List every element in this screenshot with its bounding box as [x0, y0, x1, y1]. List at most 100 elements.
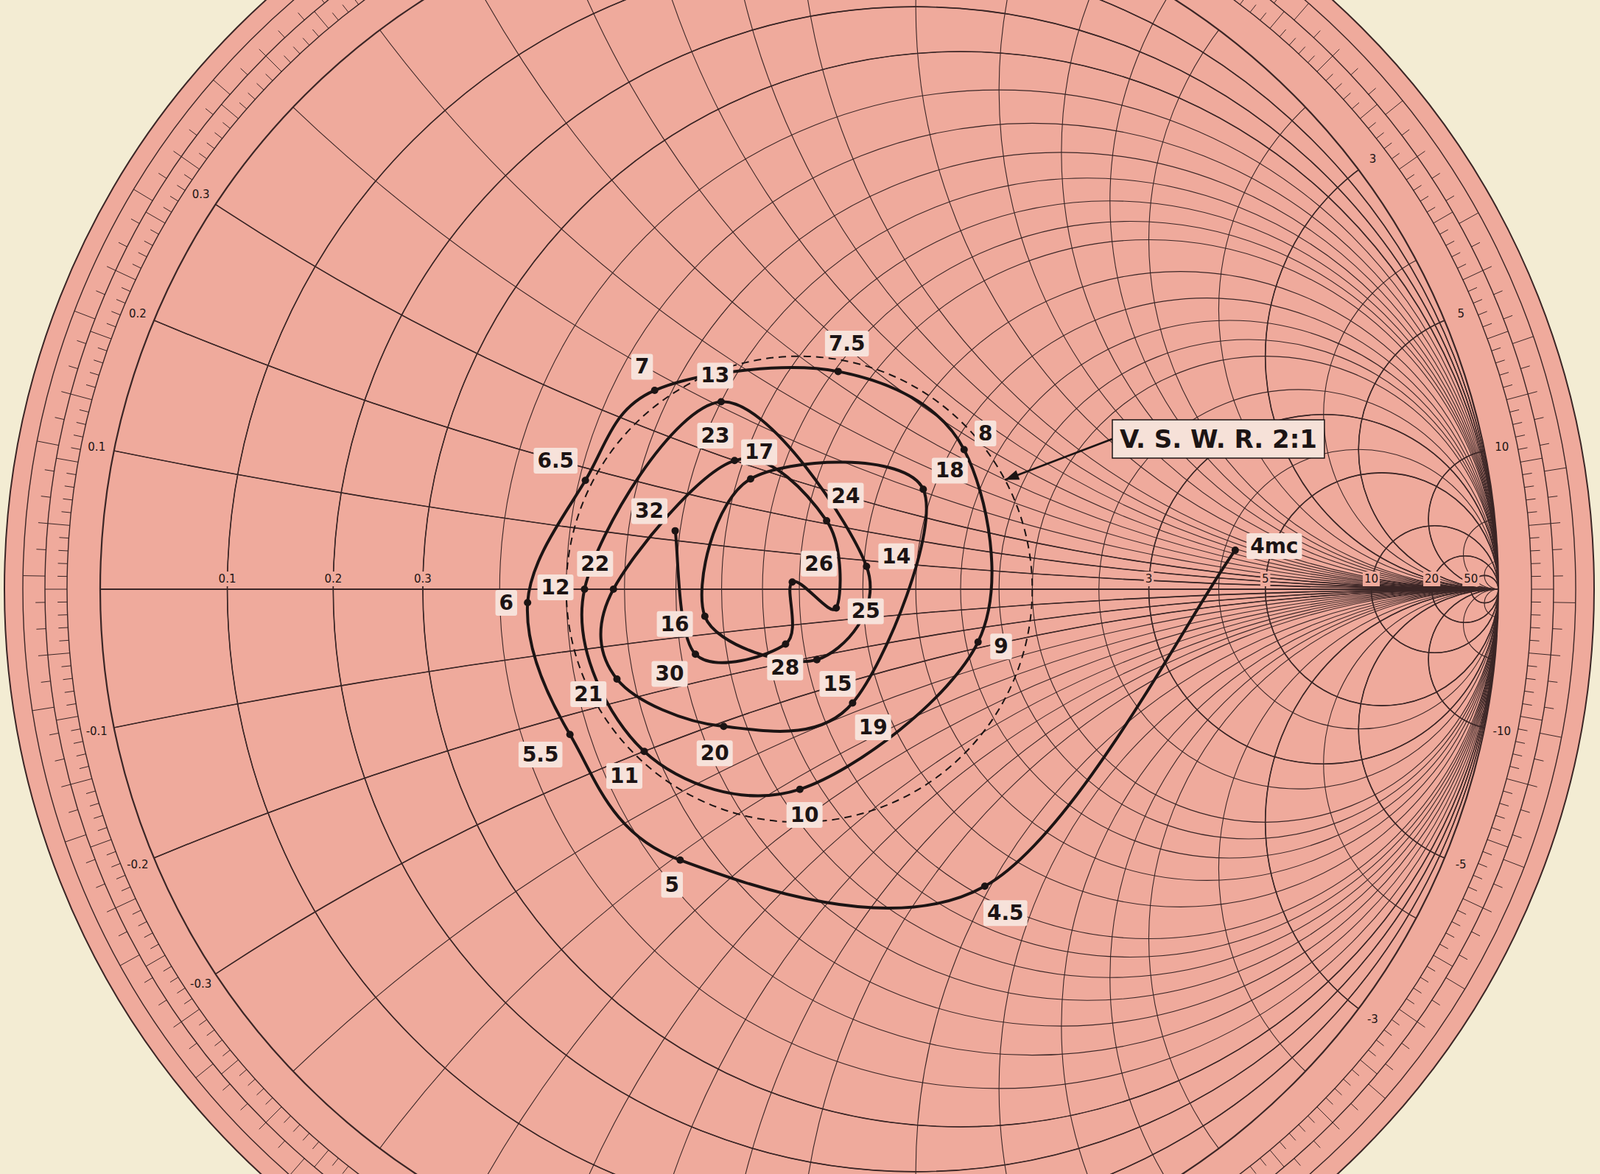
- scale-tick: [138, 921, 148, 926]
- scale-tick: [1520, 458, 1543, 462]
- scale-tick: [1325, 73, 1333, 81]
- scale-tick: [1459, 212, 1479, 224]
- scale-tick: [57, 601, 68, 603]
- frequency-point: [1231, 546, 1240, 554]
- scale-tick: [352, 0, 359, 5]
- scale-tick: [1503, 315, 1513, 319]
- scale-tick: [1398, 156, 1418, 170]
- scale-tick: [195, 1063, 213, 1078]
- frequency-point: [813, 656, 821, 664]
- scale-tick: [95, 883, 105, 888]
- reactance-tick-label: -5: [1455, 858, 1467, 872]
- scale-tick: [1351, 1069, 1360, 1077]
- grid: [0, 0, 1600, 1174]
- reactance-arc: [721, 0, 1600, 590]
- frequency-point: [580, 585, 588, 594]
- scale-tick: [1487, 839, 1508, 848]
- scale-tick: [1239, 0, 1246, 5]
- scale-tick: [73, 741, 84, 745]
- frequency-point: [834, 367, 842, 375]
- frequency-label: 7: [634, 354, 649, 379]
- scale-tick: [189, 1043, 197, 1049]
- scale-tick: [150, 944, 159, 949]
- annotation-text: V. S. W. R. 2:1: [1119, 424, 1318, 454]
- reactance-tick-label: -10: [1492, 724, 1511, 739]
- scale-tick: [1420, 977, 1429, 983]
- scale-tick: [1260, 12, 1267, 20]
- scale-tick: [66, 703, 76, 705]
- scale-tick: [170, 195, 179, 202]
- label-patch: [576, 551, 613, 577]
- scale-tick: [1384, 1029, 1392, 1036]
- scale-tick: [1343, 1079, 1352, 1086]
- scale-tick: [58, 627, 68, 630]
- scale-tick: [1413, 185, 1422, 191]
- scale-tick: [1506, 778, 1528, 785]
- scale-tick: [106, 323, 116, 328]
- reactance-arc: [1463, 589, 1534, 660]
- scale-tick: [1433, 212, 1453, 224]
- label-patch: [495, 590, 518, 616]
- scale-tick: [1539, 443, 1550, 445]
- scale-tick: [278, 30, 286, 39]
- scale-tick: [214, 1040, 222, 1047]
- reactance-arc: [100, 589, 1600, 1174]
- scale-tick: [1332, 1122, 1340, 1130]
- scale-tick: [1398, 1009, 1418, 1022]
- reactance-arc: [0, 0, 1600, 590]
- scale-tick: [86, 791, 96, 795]
- scale-tick: [1446, 240, 1455, 246]
- scale-tick: [1359, 1060, 1377, 1075]
- label-patch: [606, 763, 643, 789]
- frequency-label-group: 7: [631, 353, 653, 380]
- scale-tick: [1502, 791, 1512, 795]
- scale-tick: [314, 11, 329, 29]
- scale-tick: [1269, 11, 1284, 29]
- scale-tick: [1279, 29, 1287, 37]
- scale-tick: [257, 83, 265, 90]
- scale-tick: [106, 266, 116, 271]
- scale-tick: [298, 12, 305, 20]
- reactance-tick-label: 0.2: [128, 307, 147, 321]
- frequency-label-group: 17: [741, 439, 778, 465]
- scale-tick: [71, 729, 82, 731]
- scale-tick: [1273, 0, 1280, 3]
- scale-tick: [310, 0, 325, 3]
- scale-tick: [116, 875, 126, 879]
- scale-tick: [176, 987, 185, 994]
- scale-tick: [56, 716, 79, 721]
- frequency-point: [960, 446, 968, 454]
- reactance-tick-labels: -10-5-3-0.3-0.2-0.10.10.20.33510: [86, 152, 1511, 1027]
- frequency-point: [848, 699, 856, 707]
- frequency-label-group: 5.5: [518, 741, 563, 768]
- label-patch: [931, 457, 968, 484]
- reactance-arc: [998, 0, 1600, 590]
- frequency-label: 19: [858, 715, 888, 740]
- scale-tick: [1298, 1124, 1306, 1133]
- frequency-label-group: 6: [495, 590, 518, 616]
- scale-tick: [1482, 908, 1492, 912]
- resistance-tick-label-group: 0.1: [217, 571, 238, 587]
- label-patch: [696, 422, 733, 449]
- scale-tick: [184, 174, 193, 180]
- frequency-point: [822, 517, 831, 525]
- frequency-point: [832, 604, 840, 613]
- resistance-tick-labels: 0.10.20.335102050: [217, 571, 1480, 587]
- label-patch: [766, 654, 803, 681]
- scale-tick: [1503, 859, 1525, 868]
- frequency-label: 15: [823, 671, 853, 697]
- scale-tick: [206, 142, 215, 149]
- scale-tick: [1530, 537, 1540, 539]
- scale-tick: [1368, 1084, 1386, 1100]
- frequency-point: [796, 786, 804, 794]
- scale-tick: [1495, 815, 1505, 819]
- scale-tick: [1553, 601, 1576, 604]
- scale-tick: [36, 548, 46, 551]
- scale-tick: [1531, 601, 1542, 603]
- scale-tick: [1343, 92, 1352, 100]
- frequency-label-group: 25: [847, 598, 884, 624]
- frequency-point: [640, 747, 649, 756]
- frequency-point: [717, 398, 725, 406]
- scale-tick: [1433, 955, 1453, 967]
- scale-tick: [36, 441, 59, 446]
